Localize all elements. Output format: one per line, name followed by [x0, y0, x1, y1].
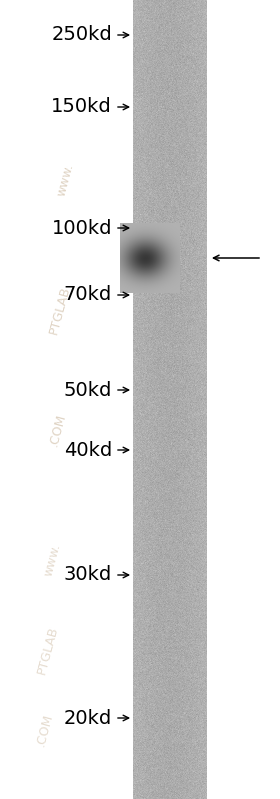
Text: 40kd: 40kd: [64, 440, 112, 459]
Text: 100kd: 100kd: [52, 218, 112, 237]
Text: .COM: .COM: [34, 712, 56, 748]
Text: 30kd: 30kd: [64, 566, 112, 585]
Text: PTGLAB: PTGLAB: [35, 625, 61, 675]
Text: 70kd: 70kd: [64, 285, 112, 304]
Text: 150kd: 150kd: [51, 97, 112, 117]
Text: 50kd: 50kd: [64, 380, 112, 400]
Text: .COM: .COM: [47, 412, 69, 447]
Text: 20kd: 20kd: [64, 709, 112, 728]
Text: PTGLAB: PTGLAB: [47, 284, 73, 336]
Text: www.: www.: [54, 162, 76, 198]
Text: www.: www.: [41, 542, 63, 578]
Text: 250kd: 250kd: [51, 26, 112, 45]
